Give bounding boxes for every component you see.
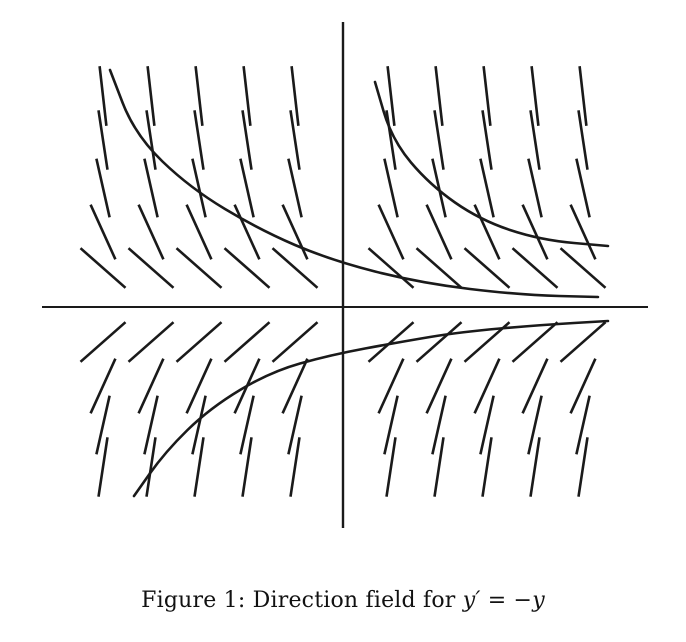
slope-segment: [223, 247, 271, 289]
slope-segment: [481, 110, 493, 170]
solution-curves: [108, 68, 610, 498]
slope-segment: [239, 158, 255, 218]
slope-segment: [193, 437, 205, 497]
slope-segment: [145, 110, 157, 170]
slope-segment: [578, 66, 588, 126]
slope-segment: [529, 437, 541, 497]
slope-segment: [241, 437, 253, 497]
slope-segment: [431, 395, 447, 455]
slope-segment: [290, 66, 300, 126]
slope-segment: [425, 358, 453, 414]
slope-segment: [385, 110, 397, 170]
caption-label: Figure 1:: [141, 588, 246, 613]
slope-segment: [271, 247, 319, 289]
slope-segment: [98, 66, 108, 126]
solution-curve: [132, 319, 610, 498]
slope-segment: [433, 110, 445, 170]
slope-segment: [473, 358, 501, 414]
slope-segment: [431, 158, 447, 218]
slope-segment: [511, 321, 559, 363]
slope-segment: [479, 395, 495, 455]
slope-segment: [185, 204, 213, 260]
figure-caption: Figure 1: Direction field for y′ = −y: [0, 588, 686, 613]
slope-segment: [281, 204, 309, 260]
slope-segment: [575, 395, 591, 455]
slope-segment: [575, 158, 591, 218]
solution-curve: [108, 68, 600, 299]
slope-segment: [143, 395, 159, 455]
slope-segment: [479, 158, 495, 218]
slope-segment: [527, 158, 543, 218]
direction-field-plot: [42, 22, 648, 528]
slope-segment: [434, 66, 444, 126]
slope-segment: [377, 204, 405, 260]
slope-segment: [143, 158, 159, 218]
slope-segment: [473, 204, 501, 260]
slope-segment: [137, 358, 165, 414]
slope-segment: [577, 110, 589, 170]
slope-segment: [233, 204, 261, 260]
slope-segment: [569, 358, 597, 414]
slope-segment: [175, 247, 223, 289]
slope-segment: [482, 66, 492, 126]
slope-segment: [95, 158, 111, 218]
slope-segment: [521, 358, 549, 414]
slope-segment: [241, 110, 253, 170]
slope-segment: [559, 247, 607, 289]
slope-segment: [89, 204, 117, 260]
slope-segment: [481, 437, 493, 497]
slope-segment: [242, 66, 252, 126]
slope-segment: [415, 247, 463, 289]
slope-segment: [185, 358, 213, 414]
slope-segment: [569, 204, 597, 260]
caption-text: Direction field for: [252, 588, 456, 613]
slope-segment: [383, 158, 399, 218]
slope-segment: [127, 321, 175, 363]
slope-segment: [367, 247, 415, 289]
slope-segment: [191, 158, 207, 218]
slope-segment: [521, 204, 549, 260]
slope-segment: [415, 321, 463, 363]
slope-segment: [89, 358, 117, 414]
slope-segment: [175, 321, 223, 363]
slope-segment: [97, 437, 109, 497]
slope-segment: [529, 110, 541, 170]
slope-segment: [527, 395, 543, 455]
solution-curve: [373, 80, 610, 248]
slope-segment: [425, 204, 453, 260]
slope-segment: [191, 395, 207, 455]
slope-segment: [223, 321, 271, 363]
slope-segment: [271, 321, 319, 363]
slope-segment: [433, 437, 445, 497]
slope-segment: [79, 247, 127, 289]
slope-segment: [463, 247, 511, 289]
slope-segment: [95, 395, 111, 455]
slope-segment: [137, 204, 165, 260]
slope-segment: [367, 321, 415, 363]
slope-segment: [145, 437, 157, 497]
slope-segment: [281, 358, 309, 414]
slope-segment: [511, 247, 559, 289]
slope-segment: [289, 437, 301, 497]
slope-segment: [386, 66, 396, 126]
slope-segment: [289, 110, 301, 170]
slope-segment: [287, 395, 303, 455]
slope-segment: [194, 66, 204, 126]
slope-segment: [193, 110, 205, 170]
slope-segment: [577, 437, 589, 497]
slope-segment: [559, 321, 607, 363]
slope-segment: [97, 110, 109, 170]
slope-segment: [377, 358, 405, 414]
slope-segment: [127, 247, 175, 289]
slope-segment: [146, 66, 156, 126]
slope-segment: [383, 395, 399, 455]
caption-equation: y′ = −y: [462, 588, 545, 613]
slope-segment: [530, 66, 540, 126]
slope-segment: [79, 321, 127, 363]
slope-segment: [385, 437, 397, 497]
slope-segment: [287, 158, 303, 218]
slope-segment: [239, 395, 255, 455]
